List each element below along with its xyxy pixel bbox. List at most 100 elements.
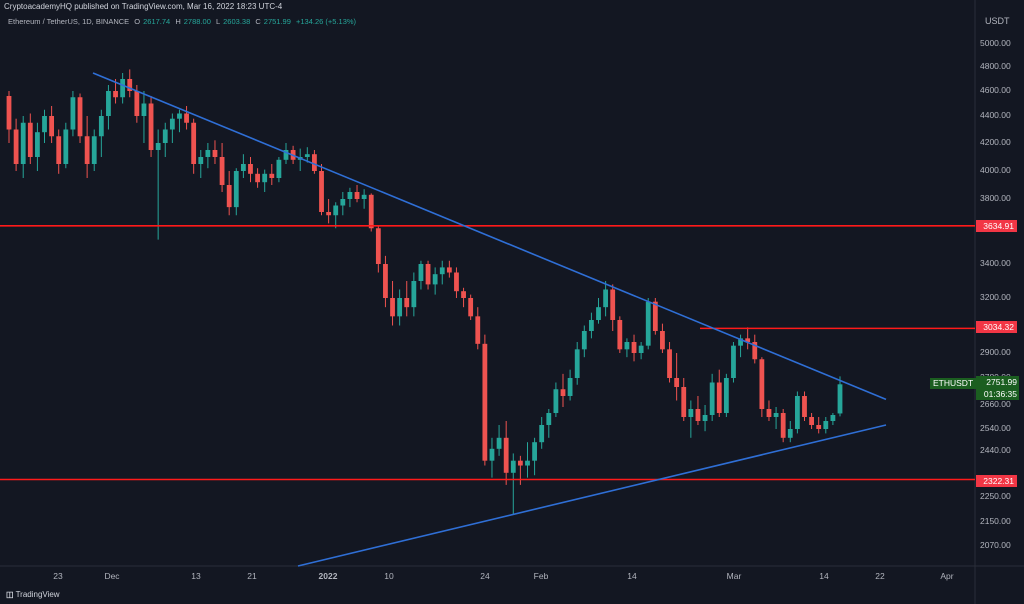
symbol-title: Ethereum / TetherUS, 1D, BINANCE [8,17,130,26]
bar-countdown: 01:36:35 [983,389,1017,399]
candle-body [468,298,474,317]
tradingview-logo-icon: ◫ [6,590,14,599]
candle-body [205,150,211,157]
candle-body [766,409,772,417]
candle-body [49,116,55,137]
candle-body [141,103,147,116]
candle-body [681,387,687,417]
candle-body [461,291,466,298]
candle-body [347,192,353,199]
candle-body [731,345,736,378]
candle-body [340,199,346,206]
candle-body [226,185,232,208]
candle-body [148,103,154,150]
candle-body [482,343,488,461]
price-tick-label: 2540.00 [980,423,1011,433]
candle-body [794,396,800,429]
candle-body [716,382,722,413]
candle-body [581,331,587,350]
candle-body [35,132,40,157]
candle-body [816,425,822,429]
time-tick-label: 22 [875,571,885,581]
candle-body [6,96,12,130]
candle-body [42,116,47,133]
time-tick-label: 2022 [318,571,338,581]
candle-body [248,164,253,174]
candle-body [368,194,374,229]
candle-body [127,79,133,91]
level-tag-3634: 3634.91 [976,220,1017,232]
candle-body [404,298,410,308]
candle-body [276,159,282,178]
candle-body [91,136,97,164]
candle-body [660,331,665,350]
last-price-value: 2751.99 [986,377,1017,387]
candle-body [752,342,758,360]
descending-trendline [92,72,887,401]
currency-label[interactable]: USDT [985,16,1010,26]
time-tick-label: 14 [627,571,637,581]
candle-body [546,413,552,425]
candle-body [269,173,275,178]
candle-body [13,129,19,164]
candle-body [837,384,843,414]
candle-body [631,342,637,353]
tradingview-logo[interactable]: ◫ TradingView [6,590,60,599]
time-tick-label: 13 [191,571,201,581]
candle-body [589,320,594,331]
time-tick-label: Dec [104,571,120,581]
candle-body [233,171,239,208]
price-tick-label: 2150.00 [980,516,1011,526]
candle-body [489,448,495,461]
price-tick-label: 3400.00 [980,258,1011,268]
price-tick-label: 5000.00 [980,38,1011,48]
candle-body [560,389,566,396]
candle-body [773,413,779,417]
time-tick-label: Mar [726,571,742,581]
candles-group [6,69,843,515]
candle-body [390,298,395,317]
levels-group [0,225,975,481]
candle-body [695,409,701,421]
candle-body [667,349,672,378]
candle-body [532,442,537,461]
candle-body [304,154,310,157]
price-tick-label: 2900.00 [980,347,1011,357]
change-value: +134.26 (+5.13%) [296,17,357,26]
price-tick-label: 4400.00 [980,110,1011,120]
candle-body [354,192,360,199]
price-tick-label: 3200.00 [980,292,1011,302]
time-tick-label: 23 [53,571,63,581]
time-tick-label: Feb [533,571,549,581]
candle-body [574,349,580,378]
ascending-trendline [297,424,887,567]
candle-body [84,136,90,164]
candle-body [475,316,481,344]
candle-body [397,298,403,317]
candle-body [312,154,317,171]
price-tick-label: 2440.00 [980,445,1011,455]
candle-body [98,116,104,137]
trendlines-group [92,72,887,567]
candle-body [617,320,623,350]
candle-body [759,359,765,409]
open-label: O [134,17,141,26]
candle-body [262,173,268,183]
candle-body [723,378,729,413]
time-tick-label: 24 [480,571,490,581]
candle-body [63,129,69,164]
candle-body [780,413,786,438]
close-label: C [255,17,261,26]
price-tick-label: 4600.00 [980,85,1011,95]
candle-body [596,307,601,320]
price-tick-label: 2250.00 [980,491,1011,501]
candle-body [155,143,161,150]
open-value: 2617.74 [143,17,171,26]
high-label: H [175,17,181,26]
candle-body [361,194,367,199]
price-tick-label: 3800.00 [980,193,1011,203]
candle-body [27,122,33,157]
candle-body [240,164,246,171]
